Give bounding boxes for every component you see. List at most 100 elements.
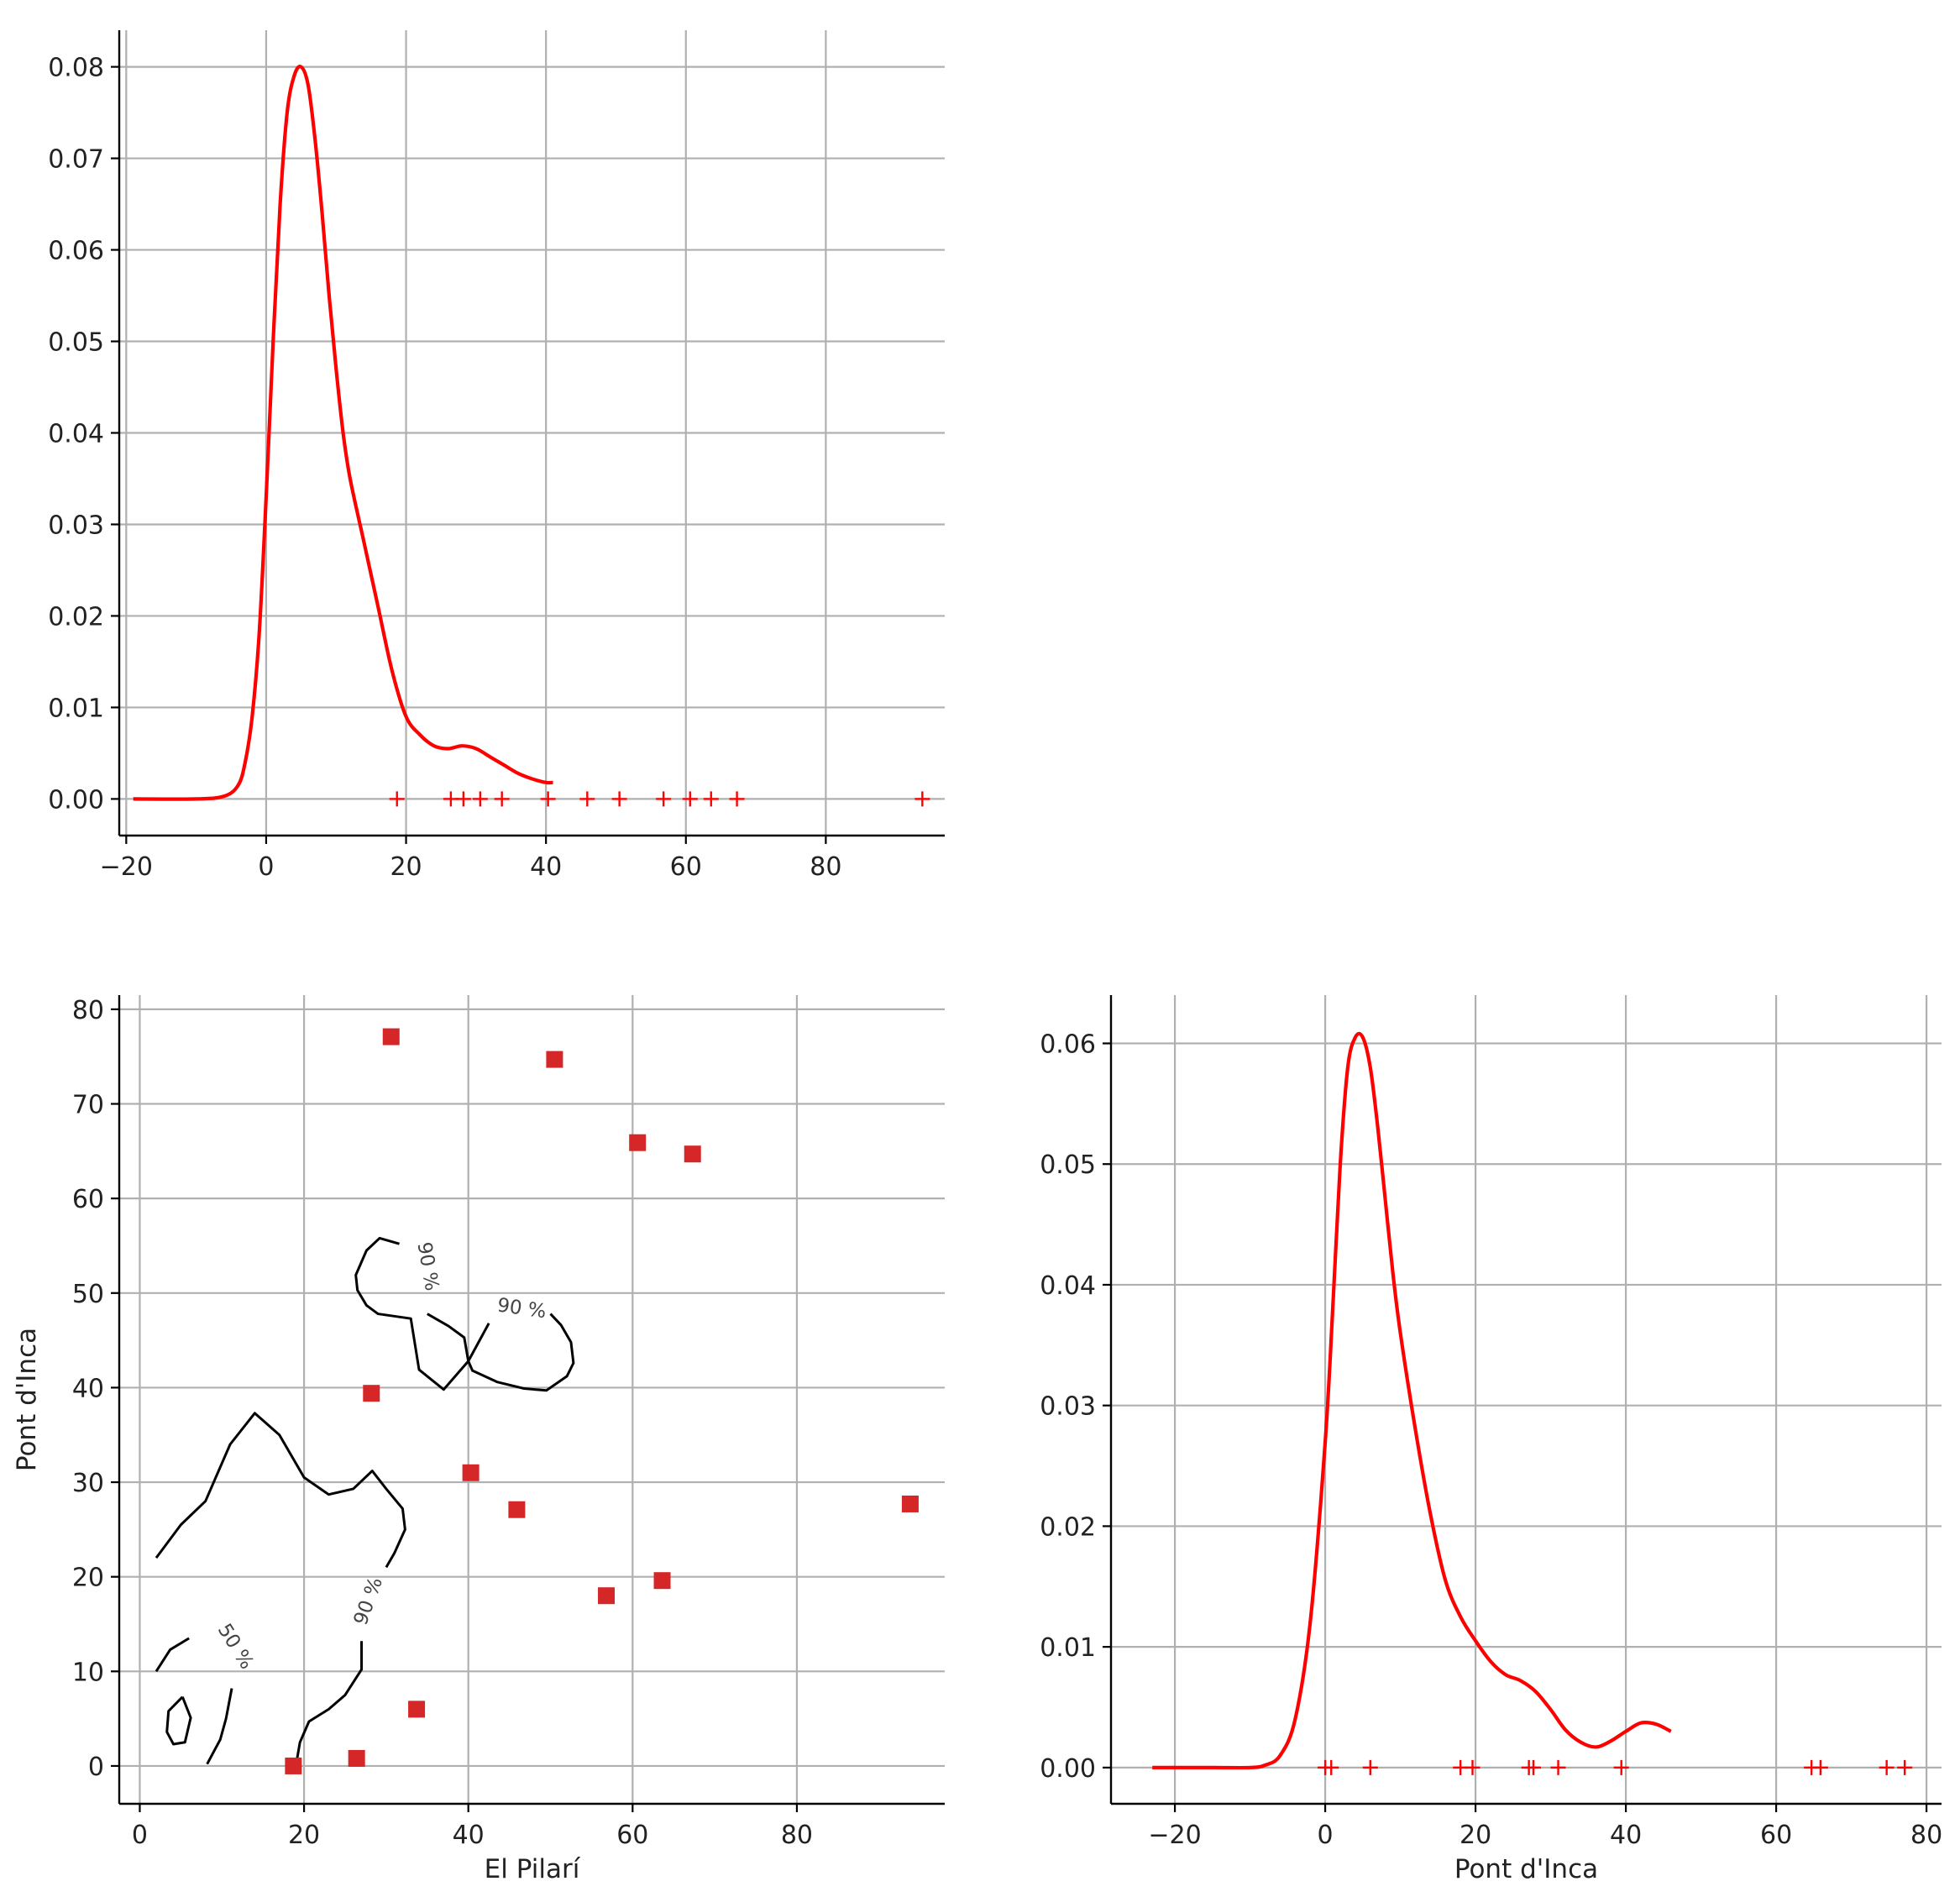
y-tick-label: 80: [72, 996, 104, 1025]
contour-line: [165, 1695, 192, 1746]
scatter-point: [684, 1145, 701, 1163]
y-tick-label: 0.02: [1040, 1512, 1096, 1542]
series-layer: [133, 65, 930, 807]
scatter-point: [546, 1051, 563, 1068]
x-tick-label: 0: [132, 1821, 148, 1850]
contour-line: [427, 1313, 575, 1392]
kde-el-pilari-panel: −20 0 20 40 60 80 0.000.010.020.030.040.050.0…: [48, 30, 945, 882]
rug-marker: [611, 791, 627, 807]
x-tick-label: 60: [1760, 1821, 1792, 1850]
y-tick-label: 0.07: [48, 145, 104, 175]
y-tick-label: 0.04: [48, 420, 104, 449]
scatter-point: [408, 1700, 426, 1718]
y-tick-label: 0.01: [48, 694, 104, 723]
x-tick-label: 0: [258, 852, 274, 882]
contour-line: [206, 1688, 233, 1765]
density-curve: [133, 65, 553, 801]
y-tick-label: 0.03: [1040, 1392, 1096, 1422]
y-tick-label: 40: [72, 1374, 104, 1403]
x-tick-label: 80: [781, 1821, 813, 1850]
scatter-point: [629, 1134, 647, 1151]
y-tick-label: 0.00: [1040, 1754, 1096, 1784]
rug-marker: [1879, 1759, 1894, 1775]
rug-marker: [494, 791, 510, 807]
x-tick-label: 60: [616, 1821, 648, 1850]
grid: [119, 30, 945, 836]
y-tick-label: 0.04: [1040, 1271, 1096, 1301]
y-axis: 0.00 0.01 0.02 0.03 0.04 0.05 0.06 0.07 0.08: [48, 54, 119, 815]
axes-spines: [1109, 995, 1942, 1805]
y-tick-label: 30: [72, 1469, 104, 1498]
y-tick-label: 60: [72, 1185, 104, 1214]
x-axis: 0 20 40 60 80: [132, 1804, 813, 1850]
scatter-point: [382, 1028, 400, 1045]
y-tick-label: 0.06: [48, 237, 104, 266]
y-axis-label: Pont d'Inca: [12, 1328, 42, 1471]
rug-marker: [1613, 1759, 1629, 1775]
y-axis: 0 10 20 30 40 50 60 70 80: [72, 996, 119, 1782]
rug-marker: [1897, 1759, 1913, 1775]
rug-marker: [1526, 1759, 1542, 1775]
rug-marker: [455, 791, 471, 807]
kde-pont-dinca-panel: −20 0 20 40 60 80 0.000.010.020.030.040.050.0…: [1040, 995, 1942, 1884]
x-axis: −20 0 20 40 60 80: [1148, 1804, 1942, 1850]
x-tick-label: 80: [1910, 1821, 1942, 1850]
scatter-point: [285, 1757, 302, 1774]
y-axis: 0.00 0.01 0.02 0.03 0.04 0.05 0.06: [1040, 1030, 1111, 1784]
scatter-point: [598, 1587, 616, 1605]
grid: [119, 995, 945, 1804]
y-tick-label: 0.02: [48, 602, 104, 631]
scatter-point: [363, 1385, 380, 1402]
y-tick-label: 0.05: [1040, 1150, 1096, 1180]
y-tick-label: 10: [72, 1658, 104, 1687]
y-tick-label: 0: [88, 1753, 104, 1782]
x-tick-label: 40: [453, 1821, 485, 1850]
y-tick-label: 0.06: [1040, 1030, 1096, 1059]
x-tick-label: −20: [1148, 1821, 1201, 1850]
rug-marker: [540, 791, 556, 807]
rug-marker: [729, 791, 745, 807]
x-tick-label: 60: [670, 852, 702, 882]
rug-marker: [1362, 1759, 1378, 1775]
axes-spines: [118, 995, 945, 1805]
y-tick-label: 0.01: [1040, 1633, 1096, 1663]
y-tick-label: 0.00: [48, 785, 104, 815]
x-tick-label: −20: [100, 852, 153, 882]
rug-marker: [1465, 1759, 1480, 1775]
x-tick-label: 80: [810, 852, 841, 882]
y-tick-label: 20: [72, 1564, 104, 1593]
x-axis: −20 0 20 40 60 80: [100, 836, 841, 882]
scatter-point: [462, 1464, 480, 1481]
scatter-point: [508, 1501, 526, 1518]
series-layer: [1152, 1031, 1913, 1775]
rug-marker: [579, 791, 595, 807]
rug-marker: [656, 791, 672, 807]
y-tick-label: 0.08: [48, 54, 104, 83]
y-tick-label: 70: [72, 1091, 104, 1120]
scatter-point: [348, 1749, 365, 1767]
rug-marker: [1323, 1759, 1339, 1775]
rug-marker: [1812, 1759, 1828, 1775]
contour-line: [354, 1236, 490, 1391]
y-tick-label: 0.05: [48, 328, 104, 358]
x-axis-label: El Pilarí: [485, 1854, 581, 1884]
rug-marker: [389, 791, 405, 807]
contour-line: [294, 1641, 364, 1767]
x-tick-label: 20: [390, 852, 422, 882]
scatter-point: [653, 1572, 671, 1590]
x-tick-label: 40: [1610, 1821, 1642, 1850]
scatter-point: [901, 1495, 919, 1512]
density-curve: [1152, 1031, 1672, 1770]
y-tick-label: 50: [72, 1280, 104, 1309]
rug-marker: [682, 791, 698, 807]
contour-line: [155, 1412, 406, 1569]
x-tick-label: 20: [1460, 1821, 1491, 1850]
rug-marker: [1550, 1759, 1566, 1775]
grid: [1111, 995, 1942, 1804]
contour-line: [155, 1637, 190, 1673]
x-tick-label: 20: [288, 1821, 320, 1850]
x-tick-label: 40: [530, 852, 562, 882]
rug-marker: [472, 791, 488, 807]
rug-marker: [914, 791, 930, 807]
